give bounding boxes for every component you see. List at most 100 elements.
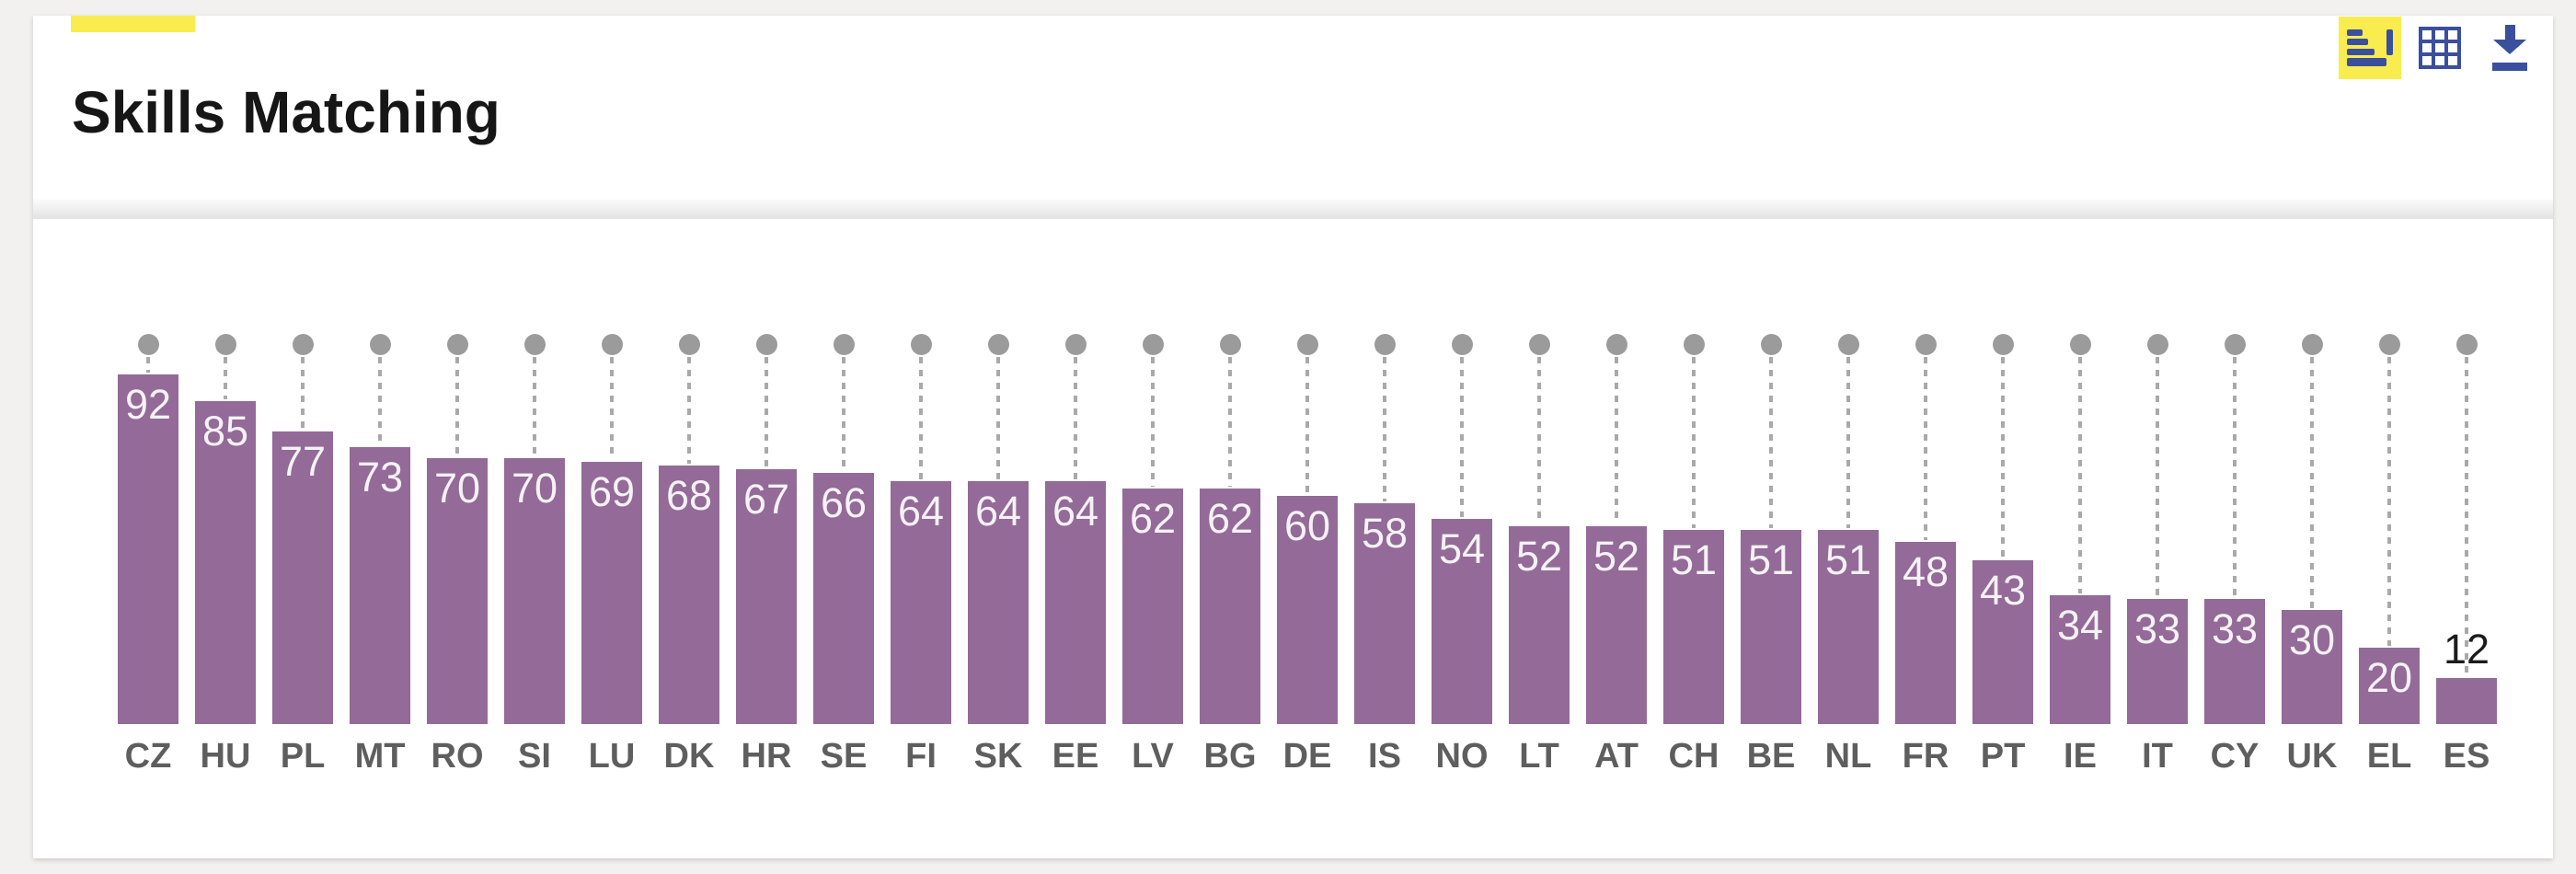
reference-dot xyxy=(1296,333,1318,355)
bar-column-NO[interactable]: 54 NO xyxy=(1423,219,1501,858)
reference-dot xyxy=(2301,333,2323,355)
value-label: 58 xyxy=(1361,510,1409,557)
reference-dashed-line xyxy=(2001,357,2005,558)
value-label: 62 xyxy=(1206,495,1254,542)
reference-dashed-line xyxy=(765,357,768,467)
bar-column-IE[interactable]: 34 IE xyxy=(2041,219,2119,858)
reference-dot xyxy=(601,333,623,355)
category-label: FR xyxy=(1902,737,1949,776)
reference-dashed-line xyxy=(1074,357,1077,479)
bar xyxy=(1895,542,1956,724)
bar-column-EE[interactable]: 64 EE xyxy=(1037,219,1114,858)
bar-column-HR[interactable]: 67 HR xyxy=(728,219,805,858)
bar xyxy=(1432,519,1492,724)
reference-dashed-line xyxy=(2233,357,2237,597)
bar xyxy=(118,374,178,724)
bar-column-PL[interactable]: 77 PL xyxy=(264,219,341,858)
bar-column-LV[interactable]: 62 LV xyxy=(1114,219,1191,858)
reference-dot xyxy=(1605,333,1627,355)
bar-column-BE[interactable]: 51 BE xyxy=(1732,219,1810,858)
reference-dot xyxy=(1451,333,1473,355)
value-label: 33 xyxy=(2211,605,2259,652)
category-label: EE xyxy=(1052,737,1099,776)
reference-dot xyxy=(446,333,468,355)
value-label: 85 xyxy=(201,408,249,454)
value-label: 54 xyxy=(1438,525,1486,572)
reference-dot xyxy=(1837,333,1859,355)
bar xyxy=(968,481,1029,724)
bar xyxy=(1663,530,1724,724)
value-label: 92 xyxy=(124,381,172,428)
value-label: 52 xyxy=(1515,533,1563,580)
bar-column-LT[interactable]: 52 LT xyxy=(1501,219,1578,858)
category-label: CH xyxy=(1668,737,1719,776)
category-label: BG xyxy=(1203,737,1257,776)
reference-dot xyxy=(369,333,391,355)
bar xyxy=(350,447,410,724)
bar xyxy=(1277,496,1338,724)
download-icon xyxy=(2490,25,2530,71)
reference-dashed-line xyxy=(610,357,614,460)
chart-area: 92 CZ 85 HU 77 PL 73 MT 70 RO 70 SI 69 LU 68 DK 67 HR 66 SE… xyxy=(33,219,2553,858)
reference-dot xyxy=(1064,333,1087,355)
reference-dot xyxy=(137,333,159,355)
download-button[interactable] xyxy=(2478,17,2541,79)
reference-dot xyxy=(833,333,855,355)
bar-column-FI[interactable]: 64 FI xyxy=(882,219,960,858)
reference-dashed-line xyxy=(1228,357,1232,487)
reference-dashed-line xyxy=(2465,357,2468,676)
card-header: Skills Matching xyxy=(33,16,2553,200)
value-label: 77 xyxy=(279,438,327,485)
reference-dot xyxy=(1760,333,1782,355)
bar-column-EL[interactable]: 20 EL xyxy=(2351,219,2428,858)
category-label: DK xyxy=(663,737,715,776)
bar-column-CY[interactable]: 33 CY xyxy=(2196,219,2273,858)
category-label: IS xyxy=(1368,737,1401,776)
category-label: BE xyxy=(1746,737,1796,776)
bar-column-BG[interactable]: 62 BG xyxy=(1191,219,1269,858)
bar xyxy=(736,469,797,724)
bar-column-IT[interactable]: 33 IT xyxy=(2119,219,2196,858)
bar-column-SK[interactable]: 64 SK xyxy=(960,219,1037,858)
bar-column-DE[interactable]: 60 DE xyxy=(1269,219,1346,858)
bar-column-LU[interactable]: 69 LU xyxy=(573,219,650,858)
reference-dot xyxy=(678,333,700,355)
bar-column-CH[interactable]: 51 CH xyxy=(1655,219,1732,858)
value-label: 64 xyxy=(974,488,1022,535)
bar-column-MT[interactable]: 73 MT xyxy=(341,219,419,858)
value-label: 34 xyxy=(2056,602,2104,649)
bar-column-SI[interactable]: 70 SI xyxy=(496,219,573,858)
reference-dot xyxy=(1142,333,1164,355)
category-label: HU xyxy=(200,737,251,776)
value-label: 64 xyxy=(897,488,945,535)
bar-column-DK[interactable]: 68 DK xyxy=(650,219,728,858)
bar-column-AT[interactable]: 52 AT xyxy=(1578,219,1655,858)
value-label: 12 xyxy=(2443,626,2490,673)
chart-view-button[interactable] xyxy=(2339,17,2401,79)
bar-column-IS[interactable]: 58 IS xyxy=(1346,219,1423,858)
bar-column-RO[interactable]: 70 RO xyxy=(419,219,496,858)
value-label: 67 xyxy=(742,476,790,523)
bar xyxy=(2282,610,2342,724)
reference-dot xyxy=(1374,333,1396,355)
value-label: 52 xyxy=(1593,533,1640,580)
bar-column-SE[interactable]: 66 SE xyxy=(805,219,882,858)
category-label: LU xyxy=(588,737,636,776)
bar-column-FR[interactable]: 48 FR xyxy=(1887,219,1964,858)
bar-column-ES[interactable]: 12 ES xyxy=(2428,219,2505,858)
value-label: 51 xyxy=(1670,536,1718,583)
reference-dot xyxy=(1992,333,2014,355)
bar-chart-icon xyxy=(2347,29,2393,67)
bar-column-HU[interactable]: 85 HU xyxy=(187,219,264,858)
bar-column-NL[interactable]: 51 NL xyxy=(1810,219,1887,858)
reference-dashed-line xyxy=(1305,357,1309,494)
reference-dot xyxy=(292,333,314,355)
table-view-button[interactable] xyxy=(2409,17,2471,79)
category-label: SK xyxy=(973,737,1023,776)
bar-column-PT[interactable]: 43 PT xyxy=(1964,219,2041,858)
bar-column-UK[interactable]: 30 UK xyxy=(2273,219,2351,858)
bar-column-CZ[interactable]: 92 CZ xyxy=(109,219,187,858)
reference-dot xyxy=(214,333,236,355)
category-label: CZ xyxy=(124,737,172,776)
category-label: HR xyxy=(741,737,792,776)
